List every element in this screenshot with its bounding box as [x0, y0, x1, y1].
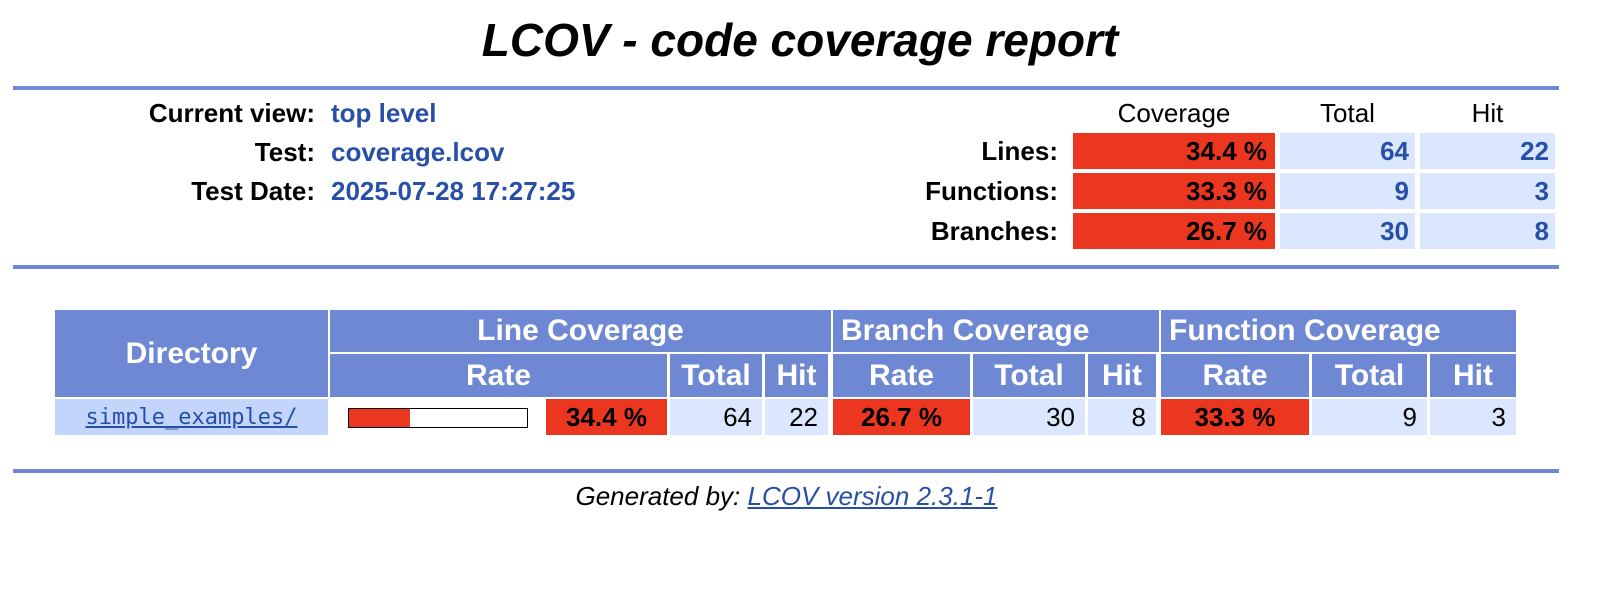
coverage-bar-fill — [349, 409, 411, 427]
summary-coverage: 26.7 % — [1073, 213, 1275, 249]
info-value: coverage.lcov — [331, 136, 505, 167]
table-subheader: Rate — [833, 354, 970, 397]
table-header: Function Coverage — [1161, 310, 1516, 352]
summary-total: 9 — [1280, 173, 1415, 209]
total-cell: 30 — [973, 399, 1085, 435]
summary-label: Branches: — [930, 215, 1058, 246]
hit-cell: 8 — [1088, 399, 1156, 435]
table-header: Directory — [55, 310, 328, 397]
info-label: Test: — [254, 136, 315, 167]
total-cell: 9 — [1312, 399, 1427, 435]
table-subheader: Rate — [330, 354, 667, 397]
directory-link[interactable]: simple_examples/ — [85, 404, 298, 430]
divider — [13, 469, 1559, 473]
table-header: Branch Coverage — [833, 310, 1159, 352]
table-subheader: Hit — [1088, 354, 1156, 397]
table-header: Line Coverage — [330, 310, 831, 352]
table-subheader: Hit — [765, 354, 828, 397]
table-subheader: Hit — [1430, 354, 1516, 397]
table-subheader: Total — [973, 354, 1085, 397]
info-value: 2025-07-28 17:27:25 — [331, 175, 576, 206]
footer: Generated by: LCOV version 2.3.1-1 — [0, 478, 1573, 514]
summary-label: Lines: — [981, 135, 1058, 166]
table-subheader: Total — [1312, 354, 1427, 397]
info-label: Test Date: — [191, 175, 315, 206]
page-title: LCOV - code coverage report — [481, 14, 1119, 66]
rate-cell: 33.3 % — [1161, 399, 1309, 435]
rate-cell: 26.7 % — [833, 399, 970, 435]
summary-total: 30 — [1280, 213, 1415, 249]
summary-label: Functions: — [925, 175, 1058, 206]
hit-cell: 3 — [1430, 399, 1516, 435]
column-header: Total — [1320, 97, 1375, 128]
divider — [13, 86, 1559, 90]
rate-cell: 34.4 % — [546, 399, 667, 435]
column-header: Hit — [1471, 97, 1504, 128]
hit-cell: 22 — [765, 399, 828, 435]
footer-label: Generated by: — [575, 480, 741, 511]
summary-hit: 3 — [1420, 173, 1555, 209]
divider — [13, 265, 1559, 269]
summary-total: 64 — [1280, 133, 1415, 169]
footer-link[interactable]: LCOV version 2.3.1-1 — [747, 480, 998, 511]
info-value: top level — [331, 97, 437, 128]
total-cell: 64 — [670, 399, 762, 435]
table-subheader: Rate — [1161, 354, 1309, 397]
column-header: Coverage — [1117, 97, 1231, 128]
table-subheader: Total — [670, 354, 762, 397]
directory-cell: simple_examples/ — [55, 399, 328, 435]
summary-coverage: 33.3 % — [1073, 173, 1275, 209]
summary-hit: 8 — [1420, 213, 1555, 249]
coverage-bar — [348, 408, 528, 428]
summary-hit: 22 — [1420, 133, 1555, 169]
summary-coverage: 34.4 % — [1073, 133, 1275, 169]
info-label: Current view: — [148, 97, 315, 128]
